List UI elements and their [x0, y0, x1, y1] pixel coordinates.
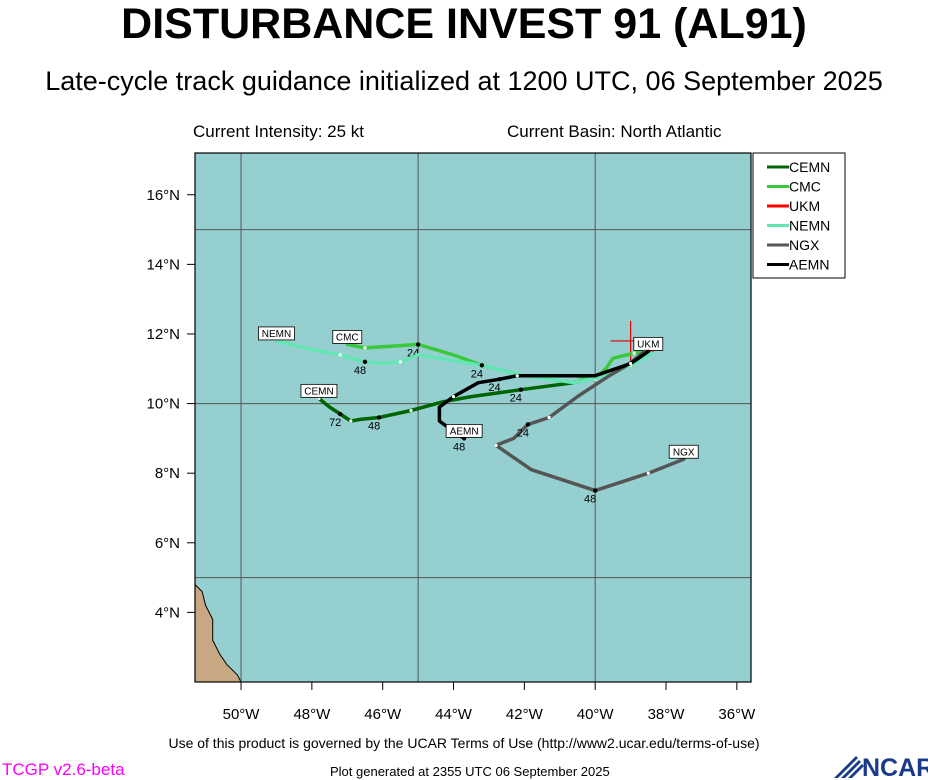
track-hour-label-ngx: 48	[584, 494, 596, 506]
y-tick-label: 14°N	[146, 256, 180, 273]
legend-label-aemn: AEMN	[789, 257, 829, 273]
track-hour-label-aemn: 24	[488, 382, 500, 394]
track-line-aemn	[437, 349, 651, 441]
version-label: TCGP v2.6-beta	[2, 760, 125, 779]
track-point-aemn	[628, 361, 633, 366]
track-marker-ngx	[525, 422, 531, 427]
track-end-label-cemn: CEMN	[304, 386, 333, 397]
generated-timestamp: Plot generated at 2355 UTC 06 September …	[330, 764, 610, 779]
track-end-label-box-cmc	[332, 330, 363, 344]
current-intensity: Current Intensity: 25 kt	[193, 122, 365, 141]
y-tick-label: 4°N	[155, 604, 180, 621]
track-point-ngx	[547, 415, 551, 420]
track-hour-label-nemn: 24	[471, 368, 483, 380]
track-marker-cemn	[337, 411, 343, 417]
map-axes: 50°W 48°W 46°W 44°W 42°W 40°W 38°W 36°W 4°N 6°N 8°…	[146, 152, 756, 723]
track-marker-cemn	[518, 387, 524, 392]
track-end-label-nemn: NEMN	[262, 329, 291, 340]
track-marker-ngx	[592, 488, 598, 493]
legend-label-ngx: NGX	[789, 237, 820, 253]
x-tick-label: 36°W	[718, 706, 756, 723]
legend-label-ukm: UKM	[789, 198, 820, 214]
x-tick-label: 42°W	[506, 706, 544, 723]
track-hour-label-cemn: 24	[510, 393, 522, 405]
track-hour-label-cemn: 72	[329, 417, 341, 429]
track-end-label-box-ngx	[668, 444, 699, 459]
y-tick-label: 12°N	[146, 326, 180, 343]
track-end-label-aemn: AEMN	[450, 426, 479, 437]
y-tick-label: 10°N	[146, 396, 180, 413]
x-tick-label: 50°W	[223, 706, 261, 723]
track-point-ngx	[494, 443, 498, 447]
track-point-cmc	[363, 346, 367, 350]
track-point-aemn	[515, 374, 519, 378]
legend-box	[752, 152, 846, 279]
track-line-ngx	[494, 349, 686, 493]
track-point-cemn	[409, 408, 413, 413]
track-end-label-ngx: NGX	[673, 447, 695, 458]
track-marker-cemn	[376, 415, 382, 420]
y-tick-label: 8°N	[155, 465, 180, 482]
y-tick-label: 6°N	[155, 535, 180, 552]
ncar-logo-text: NCAR	[862, 754, 928, 780]
legend-label-nemn: NEMN	[789, 218, 830, 234]
plot-frame	[194, 152, 752, 683]
track-point-aemn	[451, 395, 456, 399]
x-tick-label: 46°W	[364, 706, 402, 723]
track-end-label-cmc: CMC	[336, 332, 359, 343]
legend-label-cmc: CMC	[789, 179, 821, 195]
ncar-logo-mark	[834, 756, 864, 778]
map-plot-area: 244872CEMN24CMCUKM2448NEMN2448NGX2448AEM…	[194, 153, 751, 683]
page-subtitle: Late-cycle track guidance initialized at…	[45, 66, 883, 96]
track-marker-nemn	[479, 363, 485, 368]
legend: CEMN CMC UKM NEMN NGX AEMN	[752, 152, 846, 279]
track-hour-label-nemn: 48	[354, 365, 366, 377]
ocean-background	[195, 153, 751, 682]
track-marker-aemn	[497, 377, 502, 382]
track-marker-cmc	[415, 342, 421, 347]
track-point-nemn	[398, 360, 403, 364]
track-point-ngx	[646, 471, 650, 475]
track-hour-label-ngx: 24	[517, 427, 529, 439]
track-end-label-box-aemn	[445, 423, 483, 438]
ncar-logo: NCAR	[834, 754, 928, 780]
x-tick-label: 44°W	[435, 706, 473, 723]
track-hour-label-aemn: 48	[453, 441, 465, 453]
current-basin: Current Basin: North Atlantic	[507, 122, 722, 141]
page-title: DISTURBANCE INVEST 91 (AL91)	[121, 0, 807, 48]
track-end-label-box-cemn	[300, 383, 338, 398]
track-end-label-box-nemn	[258, 326, 295, 341]
x-tick-label: 48°W	[293, 706, 331, 723]
track-point-nemn	[338, 353, 342, 357]
y-tick-label: 16°N	[146, 187, 180, 204]
x-tick-label: 40°W	[577, 706, 615, 723]
track-point-cemn	[349, 419, 353, 423]
x-tick-label: 38°W	[648, 706, 686, 723]
track-hour-label-cemn: 48	[368, 421, 380, 433]
track-point-cmc	[632, 351, 636, 355]
track-marker-nemn	[362, 359, 368, 365]
track-end-label-ukm: UKM	[637, 339, 659, 350]
terms-of-use: Use of this product is governed by the U…	[168, 735, 760, 751]
legend-label-cemn: CEMN	[789, 159, 830, 175]
